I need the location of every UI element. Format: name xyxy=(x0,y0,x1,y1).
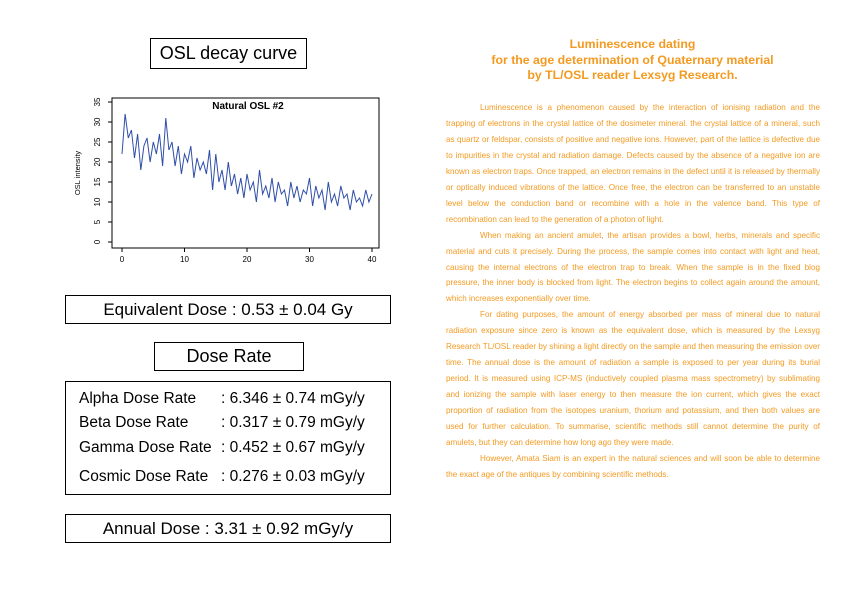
osl-decay-chart: Natural OSL #2 OSL intensity 0 10 20 30 40 0… xyxy=(73,97,380,264)
y-tick-label: 5 xyxy=(93,219,102,224)
equivalent-dose-box: Equivalent Dose : 0.53 ± 0.04 Gy xyxy=(65,295,391,324)
article-paragraph: For dating purposes, the amount of energ… xyxy=(446,310,820,448)
annual-dose-box: Annual Dose : 3.31 ± 0.92 mGy/y xyxy=(65,514,391,543)
heading-line: by TL/OSL reader Lexsyg Research. xyxy=(527,68,738,82)
x-tick-label: 40 xyxy=(368,255,377,264)
dose-rates-box: Alpha Dose Rate : 6.346 ± 0.74 mGy/y Beta… xyxy=(65,381,391,495)
beta-dose-row: Beta Dose Rate : 0.317 ± 0.79 mGy/y xyxy=(79,414,365,432)
dose-rate-value: : 0.276 ± 0.03 mGy/y xyxy=(221,468,365,485)
gamma-dose-row: Gamma Dose Rate : 0.452 ± 0.67 mGy/y xyxy=(79,439,365,457)
equivalent-dose-text: Equivalent Dose : 0.53 ± 0.04 Gy xyxy=(103,299,353,319)
x-tick-label: 0 xyxy=(120,255,125,264)
y-tick-label: 35 xyxy=(93,97,102,106)
osl-decay-title-text: OSL decay curve xyxy=(159,43,298,63)
y-axis-label: OSL intensity xyxy=(73,151,82,196)
dose-rate-title-text: Dose Rate xyxy=(186,346,272,366)
x-tick-label: 10 xyxy=(180,255,189,264)
x-axis: 0 10 20 30 40 xyxy=(120,248,377,264)
dose-rate-label: Cosmic Dose Rate xyxy=(79,468,209,485)
x-tick-label: 20 xyxy=(243,255,252,264)
dose-rate-value: : 0.317 ± 0.79 mGy/y xyxy=(221,414,365,431)
plot-frame xyxy=(111,97,380,249)
article-paragraph: However, Amata Siam is an expert in the … xyxy=(446,453,820,479)
dose-rate-label: Alpha Dose Rate xyxy=(79,390,197,407)
article-body: Luminescence is a phenomenon caused by t… xyxy=(446,100,820,483)
osl-series-line xyxy=(121,113,373,211)
article-paragraph: When making an ancient amulet, the artis… xyxy=(446,230,820,304)
dose-rate-value: : 0.452 ± 0.67 mGy/y xyxy=(221,439,365,456)
cosmic-dose-row: Cosmic Dose Rate : 0.276 ± 0.03 mGy/y xyxy=(79,468,365,486)
y-tick-label: 10 xyxy=(93,197,102,206)
heading-line: Luminescence dating xyxy=(569,37,696,51)
dose-rate-title: Dose Rate xyxy=(154,342,304,371)
dose-rate-label: Gamma Dose Rate xyxy=(79,439,212,456)
article-heading: Luminescence dating for the age determin… xyxy=(440,37,825,84)
chart-title: Natural OSL #2 xyxy=(212,101,284,112)
alpha-dose-row: Alpha Dose Rate : 6.346 ± 0.74 mGy/y xyxy=(79,390,365,408)
y-tick-label: 15 xyxy=(93,177,102,186)
y-tick-label: 20 xyxy=(93,157,102,166)
y-axis: 0 5 10 15 20 25 30 35 xyxy=(93,97,112,244)
annual-dose-text: Annual Dose : 3.31 ± 0.92 mGy/y xyxy=(102,518,354,538)
y-tick-label: 30 xyxy=(93,117,102,126)
y-tick-label: 25 xyxy=(93,137,102,146)
dose-rate-value: : 6.346 ± 0.74 mGy/y xyxy=(221,390,365,407)
x-tick-label: 30 xyxy=(305,255,314,264)
article-paragraph: Luminescence is a phenomenon caused by t… xyxy=(446,103,820,224)
dose-rate-label: Beta Dose Rate xyxy=(79,414,189,431)
y-tick-label: 0 xyxy=(93,239,102,244)
osl-decay-title: OSL decay curve xyxy=(150,38,307,69)
heading-line: for the age determination of Quaternary … xyxy=(491,52,774,67)
